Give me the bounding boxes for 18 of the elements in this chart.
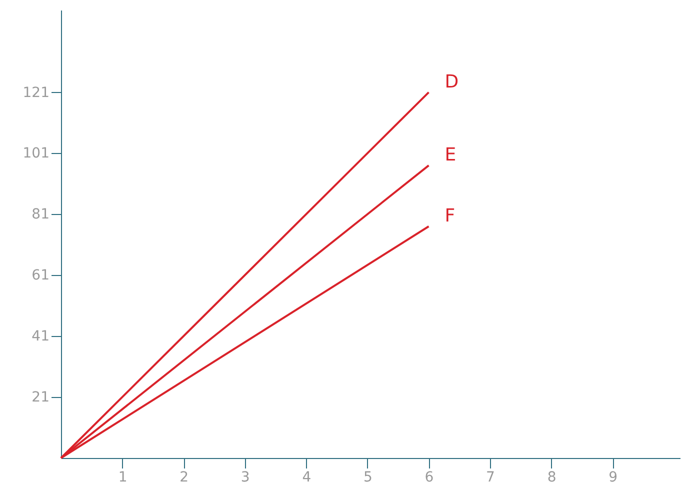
x-tick-label: 5: [363, 470, 372, 486]
series-label: D: [444, 71, 459, 92]
series-label: F: [444, 205, 456, 226]
y-tick-label: 21: [32, 390, 50, 406]
x-tick-label: 8: [547, 470, 556, 486]
x-tick-label: 3: [240, 470, 250, 486]
y-tick-label: 81: [32, 206, 50, 223]
y-tick-label: 121: [22, 84, 50, 101]
x-tick-label: 1: [118, 470, 128, 486]
series-label: E: [444, 144, 456, 166]
x-tick-label: 2: [180, 470, 189, 486]
x-tick-label: 4: [302, 470, 312, 486]
x-tick-label: 6: [424, 470, 434, 486]
y-tick-label: 101: [22, 146, 50, 162]
x-tick-label: 9: [608, 470, 618, 486]
x-tick-label: 7: [486, 470, 495, 486]
y-tick-label: 41: [32, 328, 50, 345]
y-tick-label: 61: [32, 268, 50, 284]
